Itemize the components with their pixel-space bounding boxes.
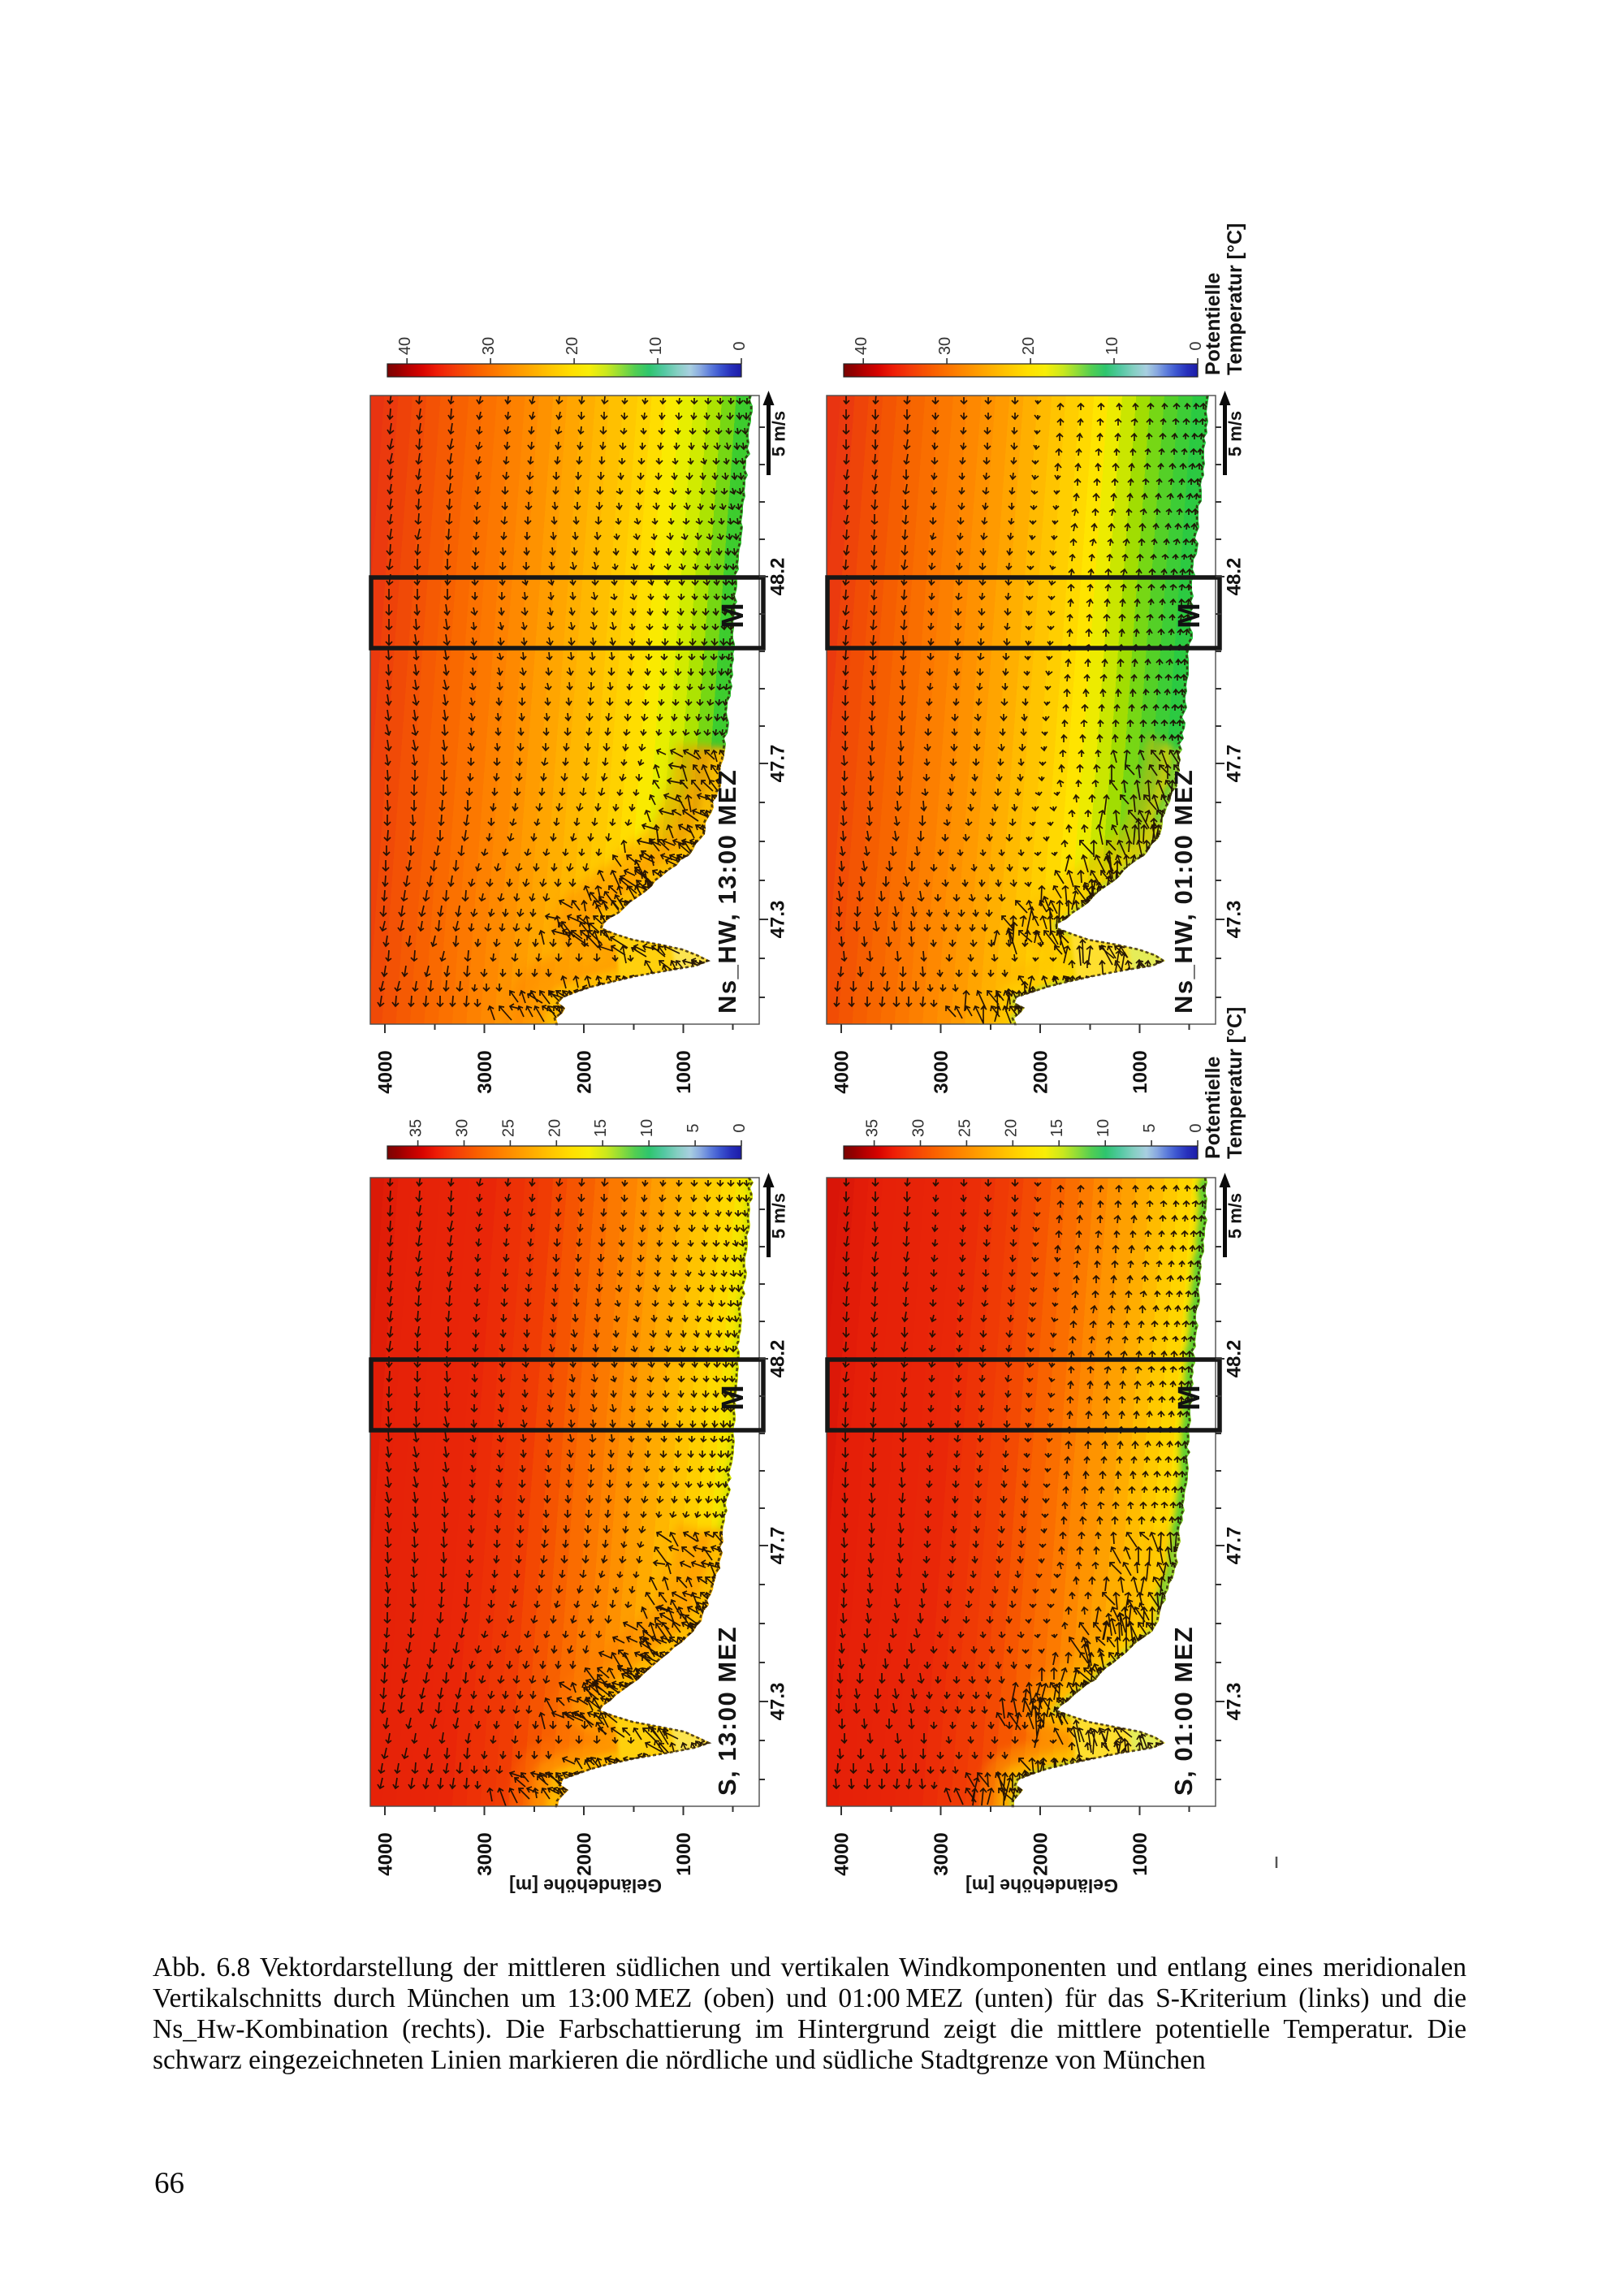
svg-text:4000: 4000 [375, 1832, 397, 1875]
svg-text:10: 10 [647, 337, 665, 355]
svg-text:Geländehöhe [m]: Geländehöhe [m] [509, 1875, 662, 1896]
svg-text:Temperatur [°C]: Temperatur [°C] [1224, 223, 1246, 375]
svg-text:2000: 2000 [574, 1832, 596, 1875]
svg-text:48.2: 48.2 [767, 1340, 789, 1378]
svg-text:20: 20 [1002, 1119, 1020, 1137]
svg-text:30: 30 [936, 337, 954, 355]
svg-text:M: M [716, 603, 750, 629]
svg-text:48.2: 48.2 [1224, 558, 1246, 596]
svg-text:4000: 4000 [831, 1832, 853, 1875]
svg-text:5: 5 [685, 1123, 702, 1132]
svg-text:5 m/s: 5 m/s [769, 1193, 789, 1239]
svg-text:10: 10 [1104, 337, 1121, 355]
svg-text:0: 0 [731, 341, 749, 350]
svg-text:3000: 3000 [931, 1050, 952, 1093]
svg-text:0: 0 [1187, 341, 1205, 350]
svg-text:20: 20 [564, 337, 581, 355]
svg-text:5: 5 [1141, 1123, 1159, 1132]
svg-text:3000: 3000 [931, 1832, 952, 1875]
svg-text:1000: 1000 [1129, 1050, 1151, 1093]
svg-text:2000: 2000 [1030, 1832, 1052, 1875]
svg-text:30: 30 [910, 1119, 928, 1137]
svg-text:1000: 1000 [673, 1050, 695, 1093]
svg-text:0: 0 [731, 1123, 749, 1132]
svg-text:M: M [1173, 1385, 1207, 1411]
svg-text:47.3: 47.3 [767, 1683, 789, 1721]
svg-text:5 m/s: 5 m/s [769, 411, 789, 456]
svg-text:30: 30 [454, 1119, 472, 1137]
svg-text:10: 10 [1095, 1119, 1112, 1137]
svg-text:15: 15 [1048, 1119, 1066, 1137]
svg-text:Ns_HW, 13:00 MEZ: Ns_HW, 13:00 MEZ [713, 769, 741, 1014]
svg-text:10: 10 [638, 1119, 656, 1137]
svg-text:Potentielle: Potentielle [1202, 272, 1224, 375]
svg-text:47.3: 47.3 [1224, 1683, 1246, 1721]
svg-text:47.3: 47.3 [767, 901, 789, 939]
svg-text:15: 15 [592, 1119, 610, 1137]
svg-text:4000: 4000 [375, 1050, 397, 1093]
svg-text:35: 35 [408, 1119, 425, 1137]
svg-text:2000: 2000 [1030, 1050, 1052, 1093]
svg-text:30: 30 [480, 337, 498, 355]
svg-text:25: 25 [956, 1119, 974, 1137]
svg-text:40: 40 [853, 337, 870, 355]
svg-text:40: 40 [396, 337, 414, 355]
svg-text:47.7: 47.7 [767, 745, 789, 783]
svg-text:Potentielle: Potentielle [1202, 1056, 1224, 1159]
svg-text:Temperatur [°C]: Temperatur [°C] [1224, 1007, 1246, 1159]
svg-text:47.7: 47.7 [767, 1527, 789, 1565]
svg-text:35: 35 [864, 1119, 882, 1137]
svg-text:25: 25 [499, 1119, 517, 1137]
svg-text:3000: 3000 [474, 1050, 496, 1093]
svg-text:47.7: 47.7 [1224, 745, 1246, 783]
svg-text:4000: 4000 [831, 1050, 853, 1093]
svg-text:M: M [1173, 603, 1207, 629]
svg-text:5 m/s: 5 m/s [1225, 1193, 1246, 1239]
svg-text:3000: 3000 [474, 1832, 496, 1875]
svg-text:47.7: 47.7 [1224, 1527, 1246, 1565]
svg-text:M: M [716, 1385, 750, 1411]
svg-text:20: 20 [546, 1119, 564, 1137]
svg-text:2000: 2000 [574, 1050, 596, 1093]
svg-text:20: 20 [1020, 337, 1038, 355]
svg-text:S, 01:00 MEZ: S, 01:00 MEZ [1169, 1626, 1198, 1796]
svg-text:48.2: 48.2 [767, 558, 789, 596]
svg-text:1000: 1000 [1129, 1832, 1151, 1875]
svg-text:Geländehöhe [m]: Geländehöhe [m] [965, 1875, 1118, 1896]
svg-text:48.2: 48.2 [1224, 1340, 1246, 1378]
svg-text:Ns_HW, 01:00 MEZ: Ns_HW, 01:00 MEZ [1169, 769, 1198, 1014]
svg-text:47.3: 47.3 [1224, 901, 1246, 939]
svg-text:0: 0 [1187, 1123, 1205, 1132]
svg-text:S, 13:00 MEZ: S, 13:00 MEZ [713, 1626, 741, 1796]
svg-text:1000: 1000 [673, 1832, 695, 1875]
svg-text:5 m/s: 5 m/s [1225, 411, 1246, 456]
